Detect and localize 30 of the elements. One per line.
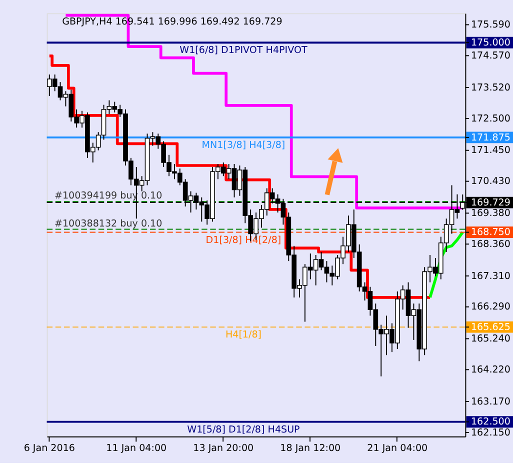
y-tick-label: 169.729 bbox=[470, 197, 510, 208]
x-tick-label: 6 Jan 2016 bbox=[24, 443, 75, 454]
y-tick-label: 172.500 bbox=[470, 113, 510, 124]
y-tick-label: 165.625 bbox=[470, 322, 510, 333]
x-tick-label: 18 Jan 12:00 bbox=[280, 443, 341, 454]
y-tick-label: 162.500 bbox=[470, 416, 510, 428]
ref-line-label: W1[6/8] D1PIVOT H4PIVOT bbox=[180, 45, 308, 56]
ref-line-label: H4[1/8] bbox=[225, 330, 262, 341]
y-tick-label: 174.570 bbox=[470, 50, 510, 62]
x-tick-label: 13 Jan 20:00 bbox=[193, 443, 254, 454]
y-tick-label: 165.240 bbox=[470, 334, 510, 345]
y-tick-label: 170.430 bbox=[470, 176, 510, 188]
x-tick-label: 11 Jan 04:00 bbox=[106, 443, 167, 454]
y-tick-label: 166.290 bbox=[470, 302, 510, 313]
ref-line-label: W1[5/8] D1[2/8] H4SUP bbox=[187, 424, 300, 436]
y-tick-label: 167.310 bbox=[470, 270, 510, 282]
y-tick-label: 171.450 bbox=[470, 145, 510, 156]
y-tick-label: 175.000 bbox=[470, 38, 510, 49]
ref-line-label: #100388132 buy 0.10 bbox=[54, 218, 162, 230]
y-tick-label: 162.150 bbox=[470, 427, 510, 438]
y-tick-label: 164.220 bbox=[470, 364, 510, 376]
y-tick-label: 169.380 bbox=[470, 208, 510, 219]
y-tick-label: 163.170 bbox=[470, 396, 510, 408]
ref-line-label: MN1[3/8] H4[3/8] bbox=[202, 140, 286, 151]
x-tick-label: 21 Jan 04:00 bbox=[367, 443, 428, 454]
y-tick-label: 173.520 bbox=[470, 82, 510, 94]
y-tick-label: 168.360 bbox=[470, 238, 510, 250]
y-tick-label: 171.875 bbox=[470, 132, 510, 144]
y-tick-label: 175.590 bbox=[470, 20, 510, 31]
y-tick-label: 168.750 bbox=[470, 227, 510, 238]
